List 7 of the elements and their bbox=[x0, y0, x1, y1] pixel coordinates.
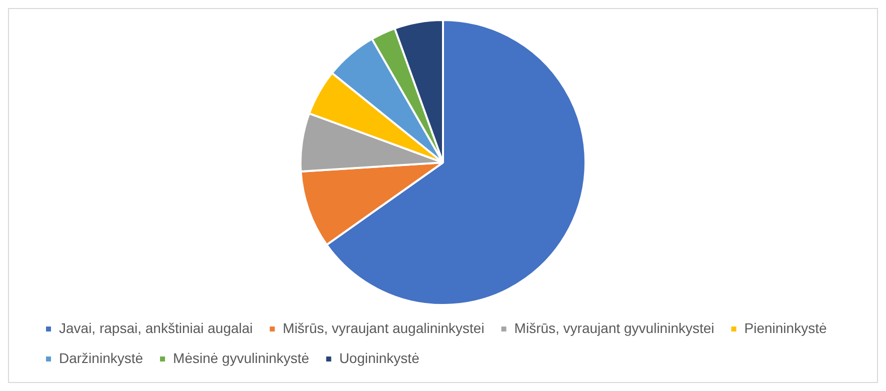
legend-label: Mėsinė gyvulininkystė bbox=[173, 350, 310, 366]
legend-label: Uogininkystė bbox=[339, 350, 420, 366]
legend-label: Mišrūs, vyraujant gyvulininkystei bbox=[514, 320, 714, 336]
legend-label: Daržininkystė bbox=[59, 350, 144, 366]
legend-label: Mišrūs, vyraujant augalininkystei bbox=[282, 320, 484, 336]
legend-label: Javai, rapsai, ankštiniai augalai bbox=[59, 320, 253, 336]
legend-label: Pienininkystė bbox=[744, 320, 827, 336]
